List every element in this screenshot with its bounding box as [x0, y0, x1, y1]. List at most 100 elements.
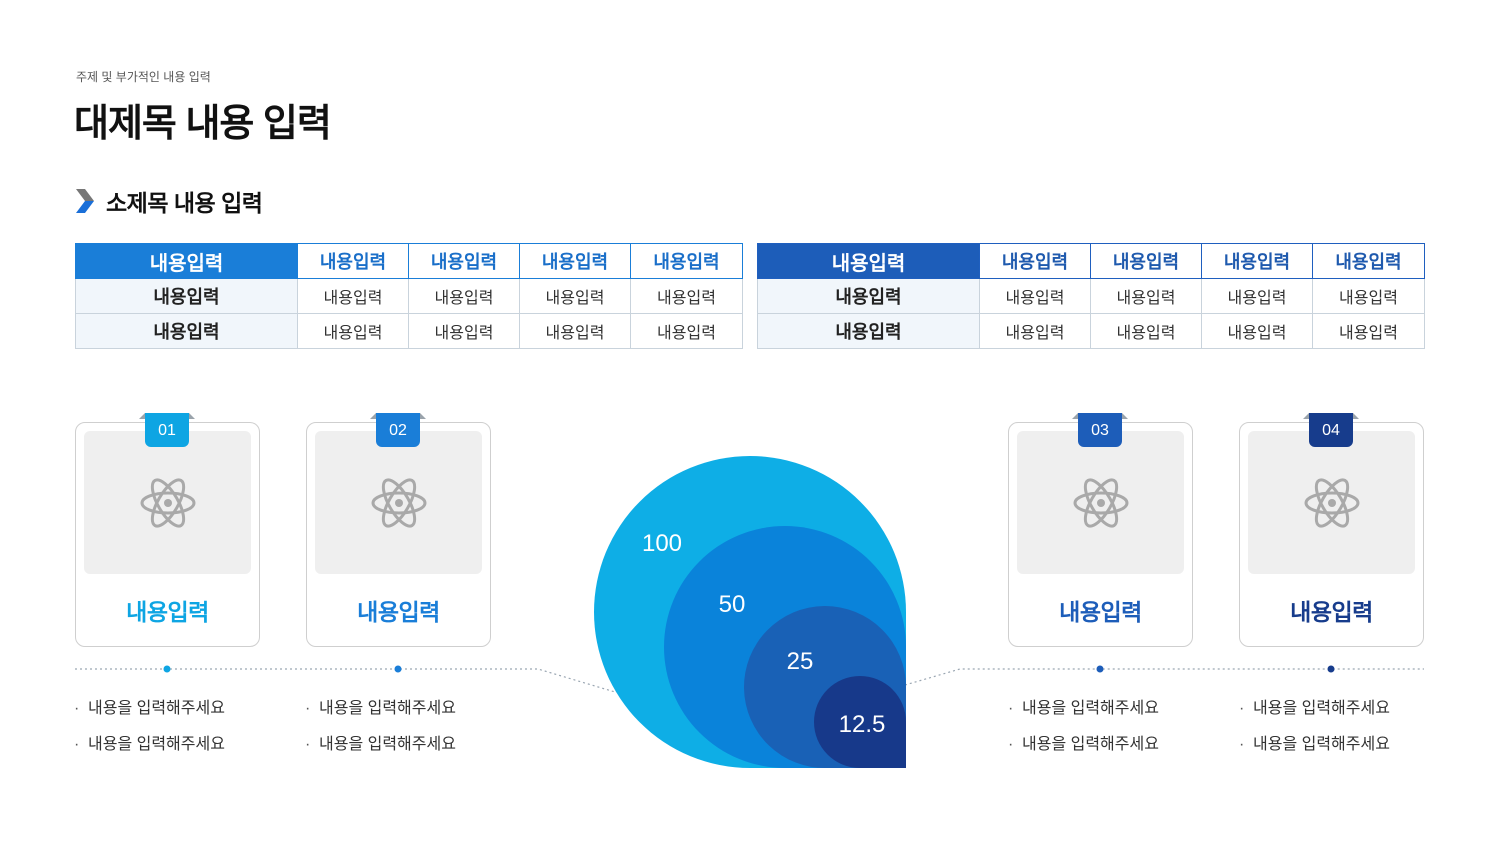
bullet-marker: ·: [74, 736, 80, 753]
bullet-list-03: · 내용을 입력해주세요 · 내용을 입력해주세요: [1008, 698, 1159, 770]
bullet-marker: ·: [74, 700, 80, 717]
bullet-list-02: · 내용을 입력해주세요 · 내용을 입력해주세요: [305, 698, 456, 770]
card-label: 내용입력: [126, 599, 209, 625]
card-label: 내용입력: [1290, 599, 1373, 625]
list-item: · 내용을 입력해주세요: [1008, 734, 1159, 770]
connector-dot-01: [163, 665, 171, 673]
list-item-text: 내용을 입력해주세요: [88, 700, 225, 717]
data-table-left: 내용입력 내용입력 내용입력 내용입력 내용입력 내용입력 내용입력 내용입력 …: [75, 243, 743, 349]
table-row: 내용입력 내용입력 내용입력 내용입력 내용입력: [757, 313, 1425, 349]
atom-icon: [1073, 477, 1128, 528]
table-cell: 내용입력: [297, 313, 409, 349]
table-row: 내용입력 내용입력 내용입력 내용입력 내용입력: [75, 313, 743, 349]
page-title: 대제목 내용 입력: [74, 103, 332, 145]
table-cell: 내용입력: [630, 278, 743, 314]
table-cell: 내용입력: [1312, 278, 1425, 314]
table-header-cell: 내용입력: [979, 243, 1091, 279]
list-item-text: 내용을 입력해주세요: [1022, 700, 1159, 717]
bullet-marker: ·: [305, 736, 311, 753]
bullet-list-04: · 내용을 입력해주세요 · 내용을 입력해주세요: [1239, 698, 1390, 770]
list-item-text: 내용을 입력해주세요: [319, 736, 456, 753]
table-header-row: 내용입력 내용입력 내용입력 내용입력 내용입력: [757, 243, 1425, 279]
bubble-label-100: 100: [642, 530, 682, 557]
table-cell: 내용입력: [1201, 313, 1313, 349]
table-row-header: 내용입력: [75, 278, 298, 314]
header-kicker: 주제 및 부가적인 내용 입력: [76, 70, 211, 84]
image-placeholder: [1017, 431, 1184, 574]
table-header-row: 내용입력 내용입력 내용입력 내용입력 내용입력: [75, 243, 743, 279]
badge-fold: [420, 413, 426, 419]
card-03: 내용입력: [1008, 422, 1193, 647]
section-heading: 소제목 내용 입력: [74, 184, 263, 218]
card-number-badge: 01: [139, 413, 195, 447]
list-item-text: 내용을 입력해주세요: [88, 736, 225, 753]
table-row-header: 내용입력: [757, 278, 980, 314]
section-heading-text: 소제목 내용 입력: [106, 190, 263, 216]
atom-icon: [371, 477, 426, 528]
badge-fold: [1072, 413, 1078, 419]
list-item: · 내용을 입력해주세요: [74, 734, 225, 770]
list-item: · 내용을 입력해주세요: [1239, 734, 1390, 770]
atom-icon: [1304, 477, 1359, 528]
bubble-label-50: 50: [719, 591, 746, 618]
table-cell: 내용입력: [630, 313, 743, 349]
bullet-marker: ·: [1008, 736, 1014, 753]
table-cell: 내용입력: [979, 313, 1091, 349]
card-number-badge: 03: [1072, 413, 1128, 447]
card-number-badge: 04: [1303, 413, 1359, 447]
table-header-cell: 내용입력: [757, 243, 980, 279]
image-placeholder: [1248, 431, 1415, 574]
badge-fold: [370, 413, 376, 419]
image-placeholder: [84, 431, 251, 574]
chevron-right-icon: [76, 189, 94, 213]
table-row: 내용입력 내용입력 내용입력 내용입력 내용입력: [757, 278, 1425, 314]
bullet-marker: ·: [1239, 736, 1245, 753]
table-header-cell: 내용입력: [297, 243, 409, 279]
table-cell: 내용입력: [519, 313, 631, 349]
table-row: 내용입력 내용입력 내용입력 내용입력 내용입력: [75, 278, 743, 314]
connector-lines: [75, 668, 1424, 693]
bubble-12-5: [814, 676, 906, 768]
list-item: · 내용을 입력해주세요: [1008, 698, 1159, 734]
badge-fold: [1122, 413, 1128, 419]
data-table-right: 내용입력 내용입력 내용입력 내용입력 내용입력 내용입력 내용입력 내용입력 …: [757, 243, 1425, 349]
atom-icon: [140, 477, 195, 528]
bullet-marker: ·: [1239, 700, 1245, 717]
table-header-cell: 내용입력: [519, 243, 631, 279]
badge-fold: [1303, 413, 1309, 419]
badge-fold: [189, 413, 195, 419]
card-02: 내용입력: [306, 422, 491, 647]
list-item-text: 내용을 입력해주세요: [1253, 736, 1390, 753]
badge-fold: [1353, 413, 1359, 419]
bubble-label-25: 25: [787, 648, 814, 675]
table-cell: 내용입력: [979, 278, 1091, 314]
table-header-cell: 내용입력: [408, 243, 520, 279]
card-label: 내용입력: [357, 599, 440, 625]
connector-line-right: [904, 668, 1424, 686]
bubble-label-12-5: 12.5: [839, 711, 886, 738]
table-row-header: 내용입력: [757, 313, 980, 349]
card-number: 01: [158, 422, 176, 439]
list-item: · 내용을 입력해주세요: [1239, 698, 1390, 734]
bullet-marker: ·: [305, 700, 311, 717]
connector-dots: [163, 665, 1335, 673]
table-cell: 내용입력: [1090, 313, 1202, 349]
image-placeholder: [315, 431, 482, 574]
card-04: 내용입력: [1239, 422, 1424, 647]
table-cell: 내용입력: [1090, 278, 1202, 314]
card-number: 04: [1322, 422, 1340, 439]
card-label: 내용입력: [1059, 599, 1142, 625]
table-header-cell: 내용입력: [1090, 243, 1202, 279]
table-row-header: 내용입력: [75, 313, 298, 349]
list-item-text: 내용을 입력해주세요: [1022, 736, 1159, 753]
nested-bubbles: 100 50 25 12.5: [594, 456, 906, 769]
bullet-list-01: · 내용을 입력해주세요 · 내용을 입력해주세요: [74, 698, 225, 770]
connector-dot-02: [394, 665, 402, 673]
table-cell: 내용입력: [1312, 313, 1425, 349]
list-item: · 내용을 입력해주세요: [305, 698, 456, 734]
card-number: 02: [389, 422, 407, 439]
card-number: 03: [1091, 422, 1109, 439]
card-01: 내용입력: [75, 422, 260, 647]
list-item-text: 내용을 입력해주세요: [319, 700, 456, 717]
